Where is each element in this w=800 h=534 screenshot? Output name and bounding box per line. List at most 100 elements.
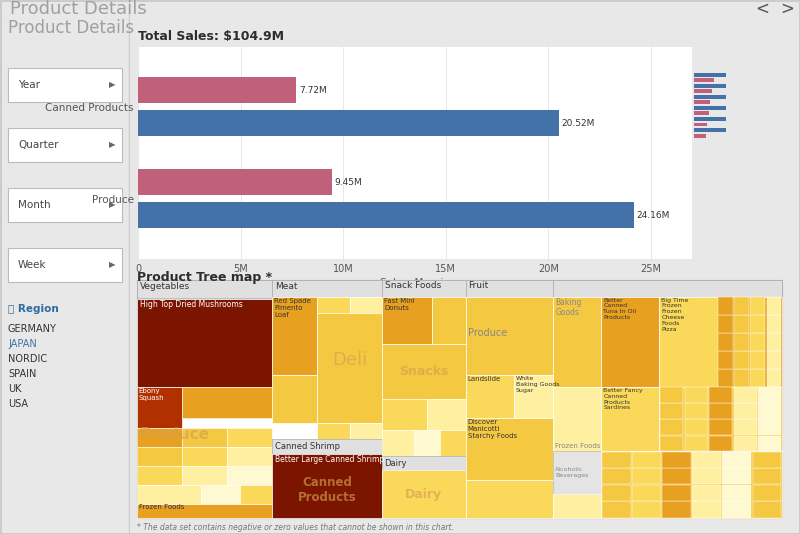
Bar [272,280,382,298]
Bar [694,89,712,93]
Bar [734,420,757,435]
Bar [466,297,553,375]
Text: Fast Mini
Donuts: Fast Mini Donuts [384,297,414,311]
Bar [227,466,272,484]
Text: JAPAN: JAPAN [8,339,37,349]
Bar [137,280,272,298]
Bar [692,452,721,468]
Bar [753,452,782,468]
Text: Better Fancy
Canned
Products
Sardines: Better Fancy Canned Products Sardines [603,388,643,410]
Text: Fruit: Fruit [469,281,489,290]
Bar [709,420,732,435]
Bar [318,297,382,423]
Bar [709,403,732,419]
Bar [382,470,466,518]
Text: Snack Foods: Snack Foods [385,281,441,290]
Bar [718,315,733,333]
Bar [272,439,382,454]
Bar [692,501,721,517]
Text: 🔍 Region: 🔍 Region [8,304,58,314]
Bar [694,106,726,110]
Bar [182,387,272,418]
Bar [694,78,714,82]
Bar [734,315,749,333]
Bar [632,501,661,517]
Bar [734,403,757,419]
Bar [432,297,466,344]
Bar [734,370,749,387]
Text: Week: Week [18,260,46,270]
Bar [718,370,733,387]
Bar [694,112,709,115]
Bar [137,446,182,466]
Text: Canned Shrimp: Canned Shrimp [275,442,340,451]
Bar [766,351,782,369]
Bar [440,430,466,456]
Bar [659,297,718,387]
Text: Big Time
Frozen
Frozen
Cheese
Foods
Pizza: Big Time Frozen Frozen Cheese Foods Pizz… [662,297,689,332]
Bar [137,280,782,518]
Bar [350,297,382,313]
Bar [553,451,602,494]
Bar [553,387,602,451]
Bar [350,423,382,439]
Text: 7.72M: 7.72M [299,85,326,95]
Bar [766,333,782,351]
Bar [8,68,122,102]
Bar [632,468,661,484]
Bar [466,480,553,518]
Bar [660,387,683,403]
Text: Vegetables: Vegetables [140,281,190,290]
Bar [272,454,382,518]
Text: Total Sales: $104.9M: Total Sales: $104.9M [138,30,284,43]
Bar [750,297,766,315]
Text: Quarter: Quarter [18,140,58,150]
Text: Produce: Produce [469,328,508,339]
Bar [718,333,733,351]
Bar [758,403,782,419]
Bar [694,117,726,121]
Text: Product Details: Product Details [10,0,146,18]
Bar [766,315,782,333]
Bar [137,299,272,387]
Bar [602,451,782,518]
Bar [685,420,708,435]
Bar [685,436,708,451]
Bar [553,297,602,387]
Bar [750,315,766,333]
Text: White
Baking Goods
Sugar: White Baking Goods Sugar [516,376,559,392]
Text: Dairy: Dairy [384,459,406,468]
Text: Better Large Canned Shrimp: Better Large Canned Shrimp [275,455,384,464]
X-axis label: Sales, Margin: Sales, Margin [380,278,450,288]
Bar [382,430,414,456]
Bar [553,494,602,518]
Bar [602,485,631,501]
Text: Meat: Meat [275,281,298,290]
Bar [382,297,432,344]
Text: Discover
Manicotti
Starchy Foods: Discover Manicotti Starchy Foods [468,419,517,439]
Bar [694,73,726,77]
Bar [137,428,182,446]
Bar [602,468,631,484]
Text: Product Details: Product Details [8,19,134,37]
Text: 9.45M: 9.45M [334,178,362,187]
Bar [138,169,332,195]
Bar [734,297,749,315]
Bar [8,128,122,162]
Bar [750,351,766,369]
Bar [382,280,466,298]
Bar [718,297,782,387]
Bar [466,418,553,480]
Bar [722,501,751,517]
Text: Canned
Products: Canned Products [298,476,357,504]
Text: Year: Year [18,80,40,90]
Bar [722,485,751,501]
Text: Snacks: Snacks [399,365,449,378]
Bar [414,430,440,456]
Bar [662,485,691,501]
Text: ▶: ▶ [109,81,115,90]
Bar [318,423,350,439]
Bar [692,468,721,484]
Text: Alcoholic
Beverages: Alcoholic Beverages [555,467,588,478]
Text: Landslide: Landslide [468,376,501,382]
